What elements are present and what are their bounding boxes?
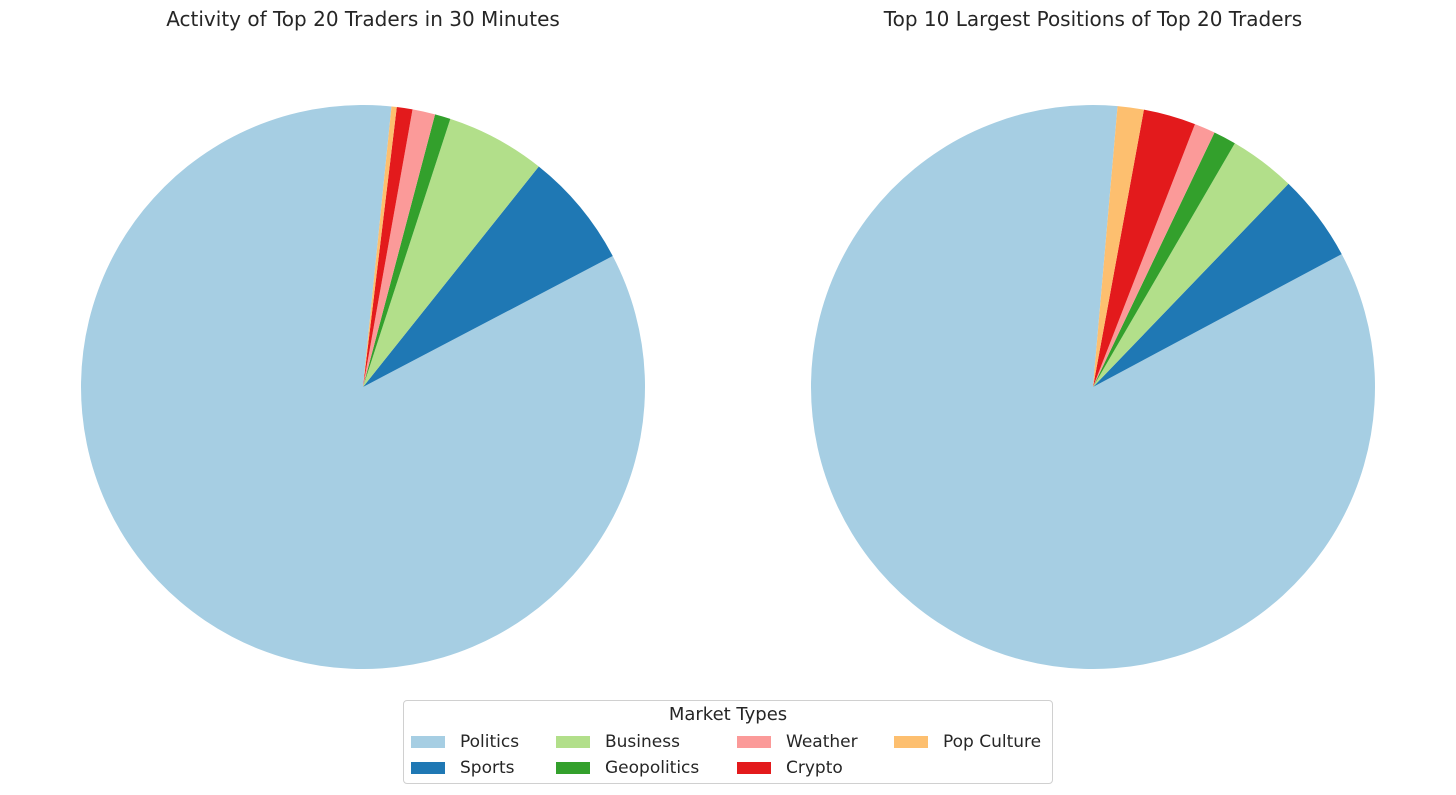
legend: Market Types Politics Sports Business Geopo… (403, 700, 1053, 784)
pie-slice-crypto (363, 107, 413, 387)
legend-item-sports: Sports (411, 757, 515, 779)
legend-swatch (411, 762, 445, 774)
legend-item-geopolitics: Geopolitics (556, 757, 699, 779)
pie-slice-sports (1093, 183, 1342, 387)
pie-activity (81, 104, 646, 669)
chart-title-activity: Activity of Top 20 Traders in 30 Minutes (166, 7, 560, 31)
pie-slice-weather (363, 109, 436, 387)
chart-title-positions: Top 10 Largest Positions of Top 20 Trade… (883, 7, 1302, 31)
legend-item-weather: Weather (737, 731, 858, 753)
legend-item-politics: Politics (411, 731, 519, 753)
pie-slice-crypto (1093, 109, 1195, 387)
pie-slice-sports (363, 166, 613, 387)
legend-swatch (894, 736, 928, 748)
pie-slice-geopolitics (1093, 132, 1235, 387)
legend-label: Geopolitics (605, 758, 700, 778)
legend-label: Sports (460, 758, 515, 778)
pie-slice-geopolitics (363, 114, 451, 388)
legend-label: Politics (460, 732, 520, 752)
legend-swatch (737, 762, 771, 774)
legend-swatch (411, 736, 445, 748)
pie-slice-pop-culture (363, 106, 397, 387)
pie-slice-business (363, 118, 539, 388)
legend-swatch (556, 736, 590, 748)
legend-title: Market Types (668, 704, 788, 725)
legend-label: Pop Culture (943, 732, 1042, 752)
legend-item-business: Business (556, 731, 680, 753)
pie-slice-politics (81, 104, 646, 669)
pie-slice-business (1093, 143, 1289, 387)
legend-swatch (737, 736, 771, 748)
pie-slice-pop-culture (1093, 106, 1144, 387)
legend-label: Crypto (786, 758, 843, 778)
pie-slice-weather (1093, 124, 1215, 387)
pie-positions (810, 104, 1375, 669)
legend-label: Business (605, 732, 680, 752)
legend-label: Weather (786, 732, 858, 752)
legend-swatch (556, 762, 590, 774)
legend-item-pop-culture: Pop Culture (894, 731, 1041, 753)
legend-item-crypto: Crypto (737, 757, 843, 779)
pie-slice-politics (810, 104, 1375, 669)
